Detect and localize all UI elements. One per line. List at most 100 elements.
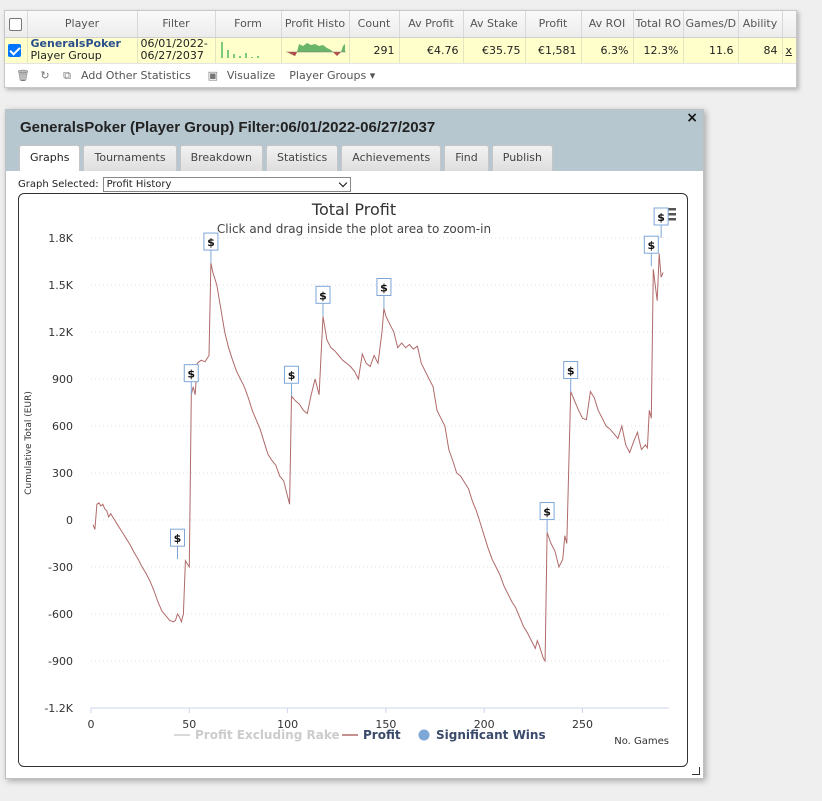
tab-find[interactable]: Find <box>444 145 489 171</box>
filter-from: 06/01/2022- <box>140 37 208 51</box>
x-tick-label: 100 <box>277 718 298 731</box>
image-icon[interactable]: ▣ <box>207 69 219 82</box>
chevron-down-icon <box>338 178 347 188</box>
header-av-profit[interactable]: Av Profit <box>399 11 464 38</box>
row-checkbox-cell[interactable] <box>5 37 28 63</box>
form-cell <box>215 37 282 63</box>
table-row: GeneralsPoker Player Group 06/01/2022- 0… <box>5 37 796 63</box>
header-ability[interactable]: Ability <box>738 11 783 38</box>
popup-header: GeneralsPoker (Player Group) Filter:06/0… <box>6 110 703 171</box>
header-player[interactable]: Player <box>27 11 138 38</box>
y-tick-label: 1.8K <box>48 232 73 245</box>
player-cell[interactable]: GeneralsPoker Player Group <box>27 37 138 63</box>
header-profit-histo[interactable]: Profit Histo <box>281 11 350 38</box>
stats-toolbar: 🗑︎ ↻ ⧉ Add Other Statistics ▣ Visualize … <box>5 63 796 87</box>
y-tick-label: -600 <box>48 608 73 621</box>
dollar-icon: $ <box>288 369 296 382</box>
select-all-header[interactable] <box>5 11 28 38</box>
remove-cell: x <box>782 37 796 63</box>
player-type: Player Group <box>30 49 102 63</box>
header-spacer <box>782 11 796 38</box>
profit-chart[interactable]: Total Profit Click and drag inside the pl… <box>18 193 688 767</box>
dollar-icon: $ <box>543 506 551 519</box>
significant-win-flag[interactable] <box>170 528 186 547</box>
significant-win-flag[interactable] <box>203 232 219 251</box>
resize-grip-icon[interactable] <box>692 767 700 775</box>
series-line-profit[interactable] <box>92 253 664 663</box>
dollar-icon: $ <box>207 236 215 249</box>
visualize-button[interactable]: Visualize <box>226 69 276 82</box>
player-groups-menu[interactable]: Player Groups ▾ <box>289 69 375 82</box>
player-group-popup: GeneralsPoker (Player Group) Filter:06/0… <box>5 109 704 779</box>
header-av-stake[interactable]: Av Stake <box>463 11 526 38</box>
y-tick-label: 900 <box>52 373 73 386</box>
significant-win-flag[interactable] <box>315 285 331 304</box>
form-sparkline <box>220 41 259 58</box>
significant-win-flag[interactable] <box>284 365 300 384</box>
games-per-day-value: 11.6 <box>683 37 739 63</box>
av-stake-value: €35.75 <box>463 37 526 63</box>
profit-histo-cell <box>281 37 350 63</box>
select-all-checkbox[interactable] <box>9 17 23 31</box>
chart-subtitle: Click and drag inside the plot area to z… <box>217 222 491 236</box>
header-form[interactable]: Form <box>215 11 282 38</box>
significant-win-flag[interactable] <box>183 364 199 383</box>
filter-cell: 06/01/2022- 06/27/2037 <box>137 37 216 63</box>
header-profit[interactable]: Profit <box>525 11 582 38</box>
legend-item-1[interactable]: Profit <box>363 728 401 742</box>
significant-win-flag[interactable] <box>563 361 579 380</box>
row-checkbox[interactable] <box>8 44 21 57</box>
header-games-per-day[interactable]: Games/D <box>683 11 739 38</box>
header-count[interactable]: Count <box>349 11 400 38</box>
tab-achievements[interactable]: Achievements <box>341 145 442 171</box>
header-av-roi[interactable]: Av ROI <box>581 11 634 38</box>
chart-svg[interactable]: Total Profit Click and drag inside the pl… <box>19 194 688 767</box>
remove-row-link[interactable]: x <box>785 43 793 57</box>
x-tick-label: 0 <box>88 718 95 731</box>
legend-item-2[interactable]: Significant Wins <box>436 728 546 742</box>
ability-value: 84 <box>738 37 783 63</box>
x-tick-label: 50 <box>182 718 196 731</box>
add-other-statistics-button[interactable]: Add Other Statistics <box>81 69 191 82</box>
caret-down-icon: ▾ <box>369 69 376 82</box>
x-tick-label: 250 <box>572 718 593 731</box>
profit-value: €1,581 <box>525 37 582 63</box>
graph-select-dropdown[interactable]: Profit History <box>102 177 351 192</box>
dollar-icon: $ <box>657 211 665 224</box>
count-value: 291 <box>349 37 400 63</box>
y-axis-label: Cumulative Total (EUR) <box>24 391 34 495</box>
significant-win-flag[interactable] <box>539 502 555 521</box>
x-axis-label: No. Games <box>614 736 669 747</box>
popup-tabs: Graphs Tournaments Breakdown Statistics … <box>19 145 553 171</box>
x-tick-label: 200 <box>474 718 495 731</box>
legend-item-0[interactable]: Profit Excluding Rake <box>195 728 340 742</box>
add-stats-icon[interactable]: ⧉ <box>63 68 71 82</box>
y-tick-label: 0 <box>66 514 73 527</box>
total-roi-value: 12.3% <box>633 37 684 63</box>
tab-publish[interactable]: Publish <box>491 145 553 171</box>
close-icon[interactable]: × <box>686 110 698 126</box>
graph-select-label: Graph Selected: <box>18 179 99 190</box>
chart-title: Total Profit <box>311 200 396 219</box>
y-tick-label: 300 <box>52 467 73 480</box>
y-tick-label: 1.5K <box>48 279 73 292</box>
player-name-link[interactable]: GeneralsPoker <box>30 37 121 51</box>
refresh-icon[interactable]: ↻ <box>40 69 50 82</box>
tab-statistics[interactable]: Statistics <box>265 145 339 171</box>
trash-icon[interactable]: 🗑︎ <box>16 69 30 82</box>
significant-win-flag[interactable] <box>653 207 669 226</box>
popup-title: GeneralsPoker (Player Group) Filter:06/0… <box>20 119 436 136</box>
y-tick-label: 600 <box>52 420 73 433</box>
av-roi-value: 6.3% <box>581 37 634 63</box>
tab-breakdown[interactable]: Breakdown <box>179 145 263 171</box>
tab-graphs[interactable]: Graphs <box>19 145 81 171</box>
dollar-icon: $ <box>187 368 195 381</box>
legend-swatch-2[interactable] <box>418 729 430 741</box>
header-filter[interactable]: Filter <box>137 11 216 38</box>
stats-table: Player Filter Form Profit Histo Count Av… <box>5 11 796 63</box>
tab-tournaments[interactable]: Tournaments <box>83 145 177 171</box>
significant-win-flag[interactable] <box>643 235 659 254</box>
x-tick-label: 150 <box>375 718 396 731</box>
significant-win-flag[interactable] <box>376 278 392 296</box>
header-total-roi[interactable]: Total RO <box>633 11 684 38</box>
